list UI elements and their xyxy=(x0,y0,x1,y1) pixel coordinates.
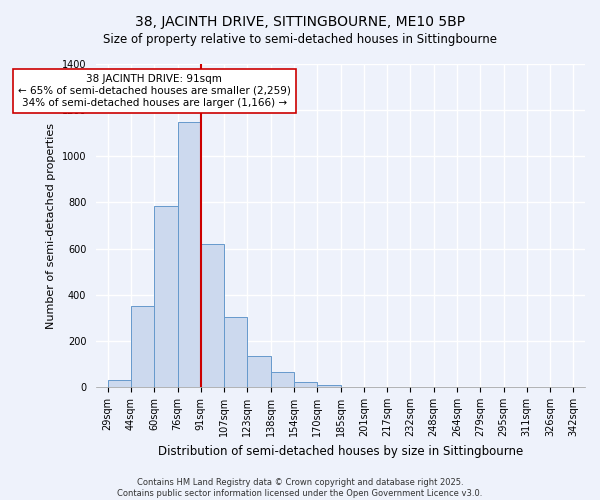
Bar xyxy=(224,316,247,387)
Text: Contains HM Land Registry data © Crown copyright and database right 2025.
Contai: Contains HM Land Registry data © Crown c… xyxy=(118,478,482,498)
X-axis label: Distribution of semi-detached houses by size in Sittingbourne: Distribution of semi-detached houses by … xyxy=(158,444,523,458)
Bar xyxy=(178,122,201,387)
Bar xyxy=(271,372,294,387)
Bar xyxy=(201,244,224,387)
Bar xyxy=(154,206,178,387)
Text: 38, JACINTH DRIVE, SITTINGBOURNE, ME10 5BP: 38, JACINTH DRIVE, SITTINGBOURNE, ME10 5… xyxy=(135,15,465,29)
Bar xyxy=(247,356,271,387)
Bar xyxy=(294,382,317,387)
Text: 38 JACINTH DRIVE: 91sqm
← 65% of semi-detached houses are smaller (2,259)
34% of: 38 JACINTH DRIVE: 91sqm ← 65% of semi-de… xyxy=(18,74,291,108)
Bar xyxy=(131,306,154,387)
Bar xyxy=(108,380,131,387)
Text: Size of property relative to semi-detached houses in Sittingbourne: Size of property relative to semi-detach… xyxy=(103,32,497,46)
Y-axis label: Number of semi-detached properties: Number of semi-detached properties xyxy=(46,122,56,328)
Bar xyxy=(317,385,341,387)
